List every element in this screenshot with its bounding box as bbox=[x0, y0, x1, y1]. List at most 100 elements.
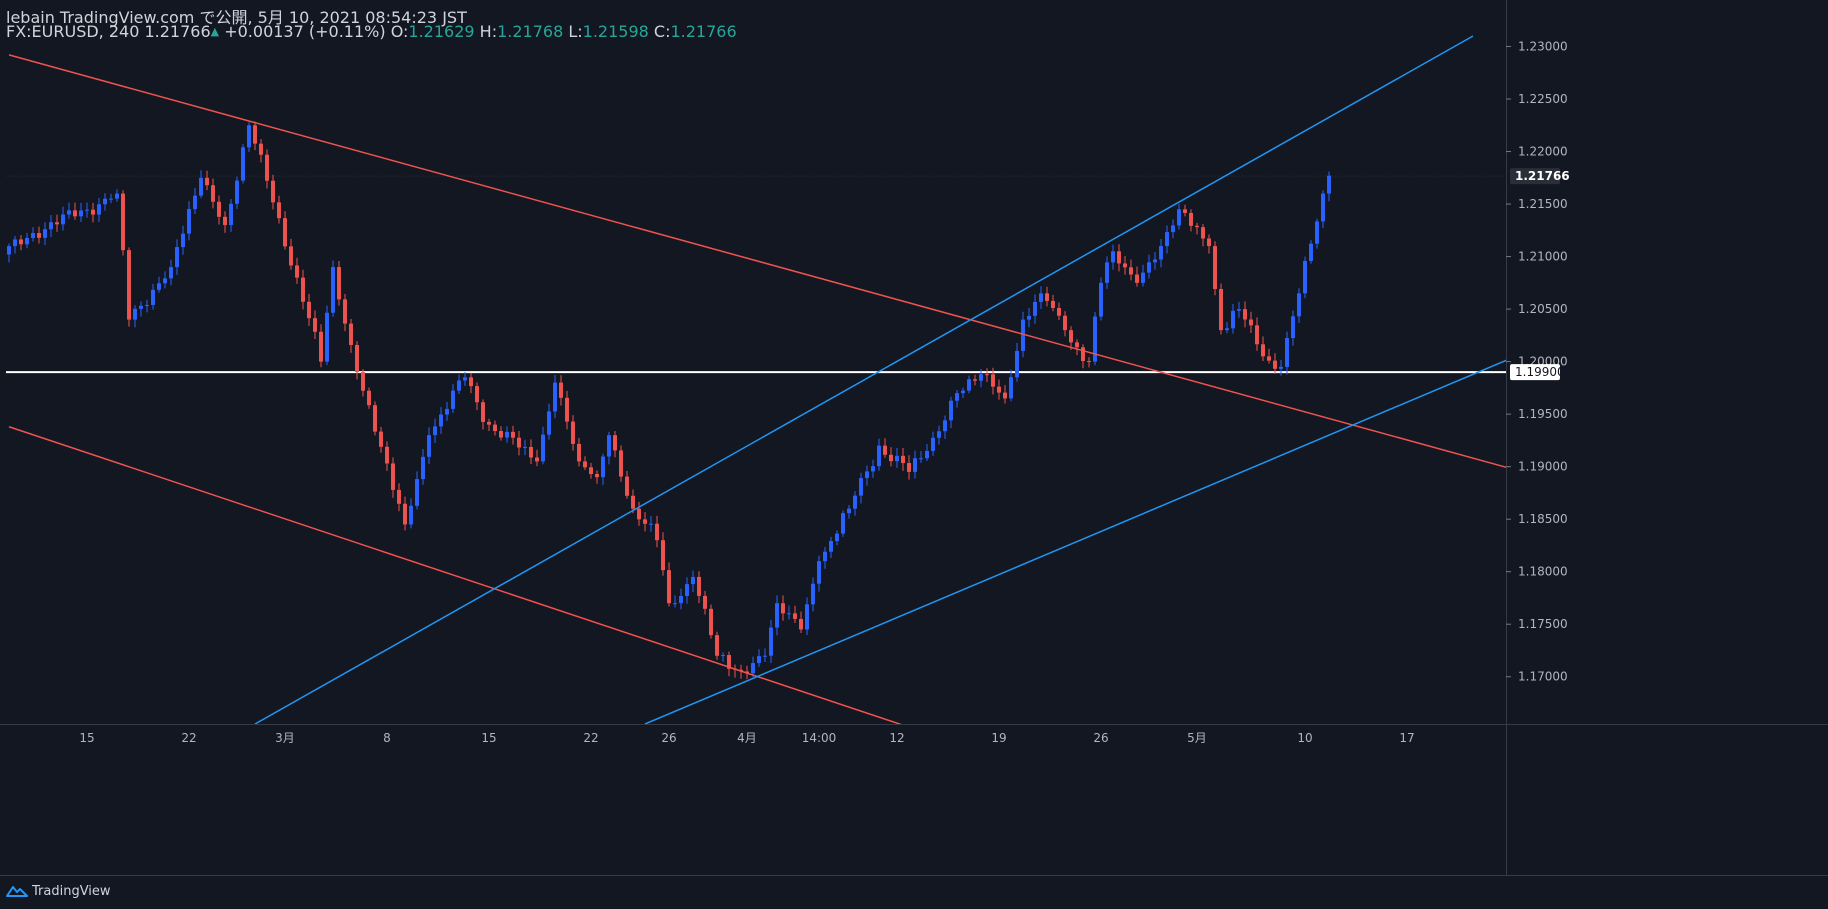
candle-body bbox=[853, 495, 857, 509]
candle-body bbox=[283, 218, 287, 247]
candle-body bbox=[979, 374, 983, 381]
candle-body bbox=[1105, 262, 1109, 283]
candle-body bbox=[235, 180, 239, 204]
candle-body bbox=[1315, 221, 1319, 244]
candle-body bbox=[955, 393, 959, 401]
candle-body bbox=[1147, 262, 1151, 273]
support-price-badge bbox=[1510, 364, 1560, 381]
candle-body bbox=[385, 446, 389, 464]
time-tick-label: 8 bbox=[383, 731, 391, 745]
candle-body bbox=[1243, 309, 1247, 320]
candle-body bbox=[691, 576, 695, 585]
candle-body bbox=[907, 463, 911, 472]
candle-body bbox=[865, 471, 869, 479]
downtrend-channel-line[interactable] bbox=[8, 54, 1809, 551]
candle-body bbox=[949, 400, 953, 421]
candle-body bbox=[187, 209, 191, 234]
candle-body bbox=[421, 456, 425, 480]
price-tick-label: 1.22000 bbox=[1518, 145, 1568, 159]
candle-body bbox=[499, 431, 503, 438]
candle-body bbox=[505, 431, 509, 438]
candle-body bbox=[1129, 267, 1133, 275]
candle-body bbox=[391, 463, 395, 490]
candle-body bbox=[829, 541, 833, 552]
low-label: L: bbox=[568, 22, 583, 41]
candle-body bbox=[763, 655, 767, 657]
downtrend-channel-line[interactable] bbox=[8, 426, 909, 727]
candle-body bbox=[877, 445, 881, 467]
candle-body bbox=[925, 450, 929, 459]
price-tick-label: 1.17500 bbox=[1518, 617, 1568, 631]
candle-body bbox=[1123, 263, 1127, 268]
candle-body bbox=[967, 379, 971, 391]
candle-body bbox=[1195, 225, 1199, 228]
candle-body bbox=[331, 267, 335, 313]
candle-body bbox=[625, 476, 629, 496]
candle-body bbox=[577, 443, 581, 462]
candle-body bbox=[535, 457, 539, 462]
candle-body bbox=[169, 267, 173, 279]
candle-body bbox=[475, 386, 479, 403]
time-tick-label: 10 bbox=[1297, 731, 1312, 745]
candle-body bbox=[1237, 309, 1241, 311]
change-text: +0.00137 (+0.11%) bbox=[224, 22, 386, 41]
candle-body bbox=[811, 583, 815, 605]
price-tick-label: 1.19500 bbox=[1518, 407, 1568, 421]
candle-body bbox=[541, 434, 545, 462]
support-price-label: 1.19900 bbox=[1515, 365, 1565, 379]
candle-body bbox=[1165, 232, 1169, 247]
candles bbox=[7, 121, 1331, 680]
candle-body bbox=[1015, 350, 1019, 378]
candle-body bbox=[769, 627, 773, 656]
candle-body bbox=[937, 431, 941, 438]
candle-body bbox=[349, 323, 353, 345]
candle-body bbox=[1141, 272, 1145, 283]
symbol-text: FX:EURUSD, 240 bbox=[6, 22, 140, 41]
candle-body bbox=[1087, 361, 1091, 363]
candle-body bbox=[1057, 307, 1061, 316]
candle-body bbox=[151, 289, 155, 305]
candle-body bbox=[1153, 259, 1157, 263]
candle-body bbox=[589, 467, 593, 474]
candle-body bbox=[631, 495, 635, 509]
candle-body bbox=[757, 656, 761, 664]
candle-body bbox=[163, 278, 167, 284]
candle-body bbox=[751, 663, 755, 674]
candle-body bbox=[823, 551, 827, 562]
price-tick-label: 1.19000 bbox=[1518, 460, 1568, 474]
candle-body bbox=[1075, 342, 1079, 348]
candle-body bbox=[91, 209, 95, 215]
uptrend-channel-line[interactable] bbox=[254, 35, 1474, 724]
candle-body bbox=[1069, 330, 1073, 343]
candle-body bbox=[1231, 310, 1235, 329]
candle-body bbox=[607, 435, 611, 457]
uptrend-channel-line[interactable] bbox=[644, 232, 1809, 724]
candle-body bbox=[259, 143, 263, 155]
candle-body bbox=[247, 125, 251, 148]
candle-body bbox=[25, 237, 29, 245]
time-tick-label: 19 bbox=[991, 731, 1006, 745]
candle-body bbox=[223, 216, 227, 226]
candle-body bbox=[709, 608, 713, 636]
candle-body bbox=[1213, 246, 1217, 290]
time-tick-label: 26 bbox=[661, 731, 676, 745]
candle-body bbox=[1297, 293, 1301, 317]
price-axis[interactable]: 1.23000 1.22500 1.22000 1.21500 1.21000 1.205… bbox=[1506, 40, 1570, 684]
candle-body bbox=[1177, 209, 1181, 226]
candle-body bbox=[1063, 315, 1067, 331]
candle-body bbox=[409, 505, 413, 525]
candle-body bbox=[685, 584, 689, 597]
open-value: 1.21629 bbox=[408, 22, 475, 41]
candle-body bbox=[655, 523, 659, 541]
time-axis[interactable]: 15 22 3月 8 15 22 26 4月 14:00 12 19 26 5月 10 17 bbox=[79, 731, 1414, 745]
price-tick-label: 1.17000 bbox=[1518, 670, 1568, 684]
candle-body bbox=[553, 382, 557, 412]
price-tick-label: 1.18000 bbox=[1518, 565, 1568, 579]
trend-lines[interactable] bbox=[8, 35, 1809, 727]
candle-body bbox=[481, 402, 485, 422]
candle-body bbox=[295, 265, 299, 278]
time-tick-label: 3月 bbox=[275, 731, 295, 745]
candle-body bbox=[277, 202, 281, 219]
candle-body bbox=[1093, 316, 1097, 362]
